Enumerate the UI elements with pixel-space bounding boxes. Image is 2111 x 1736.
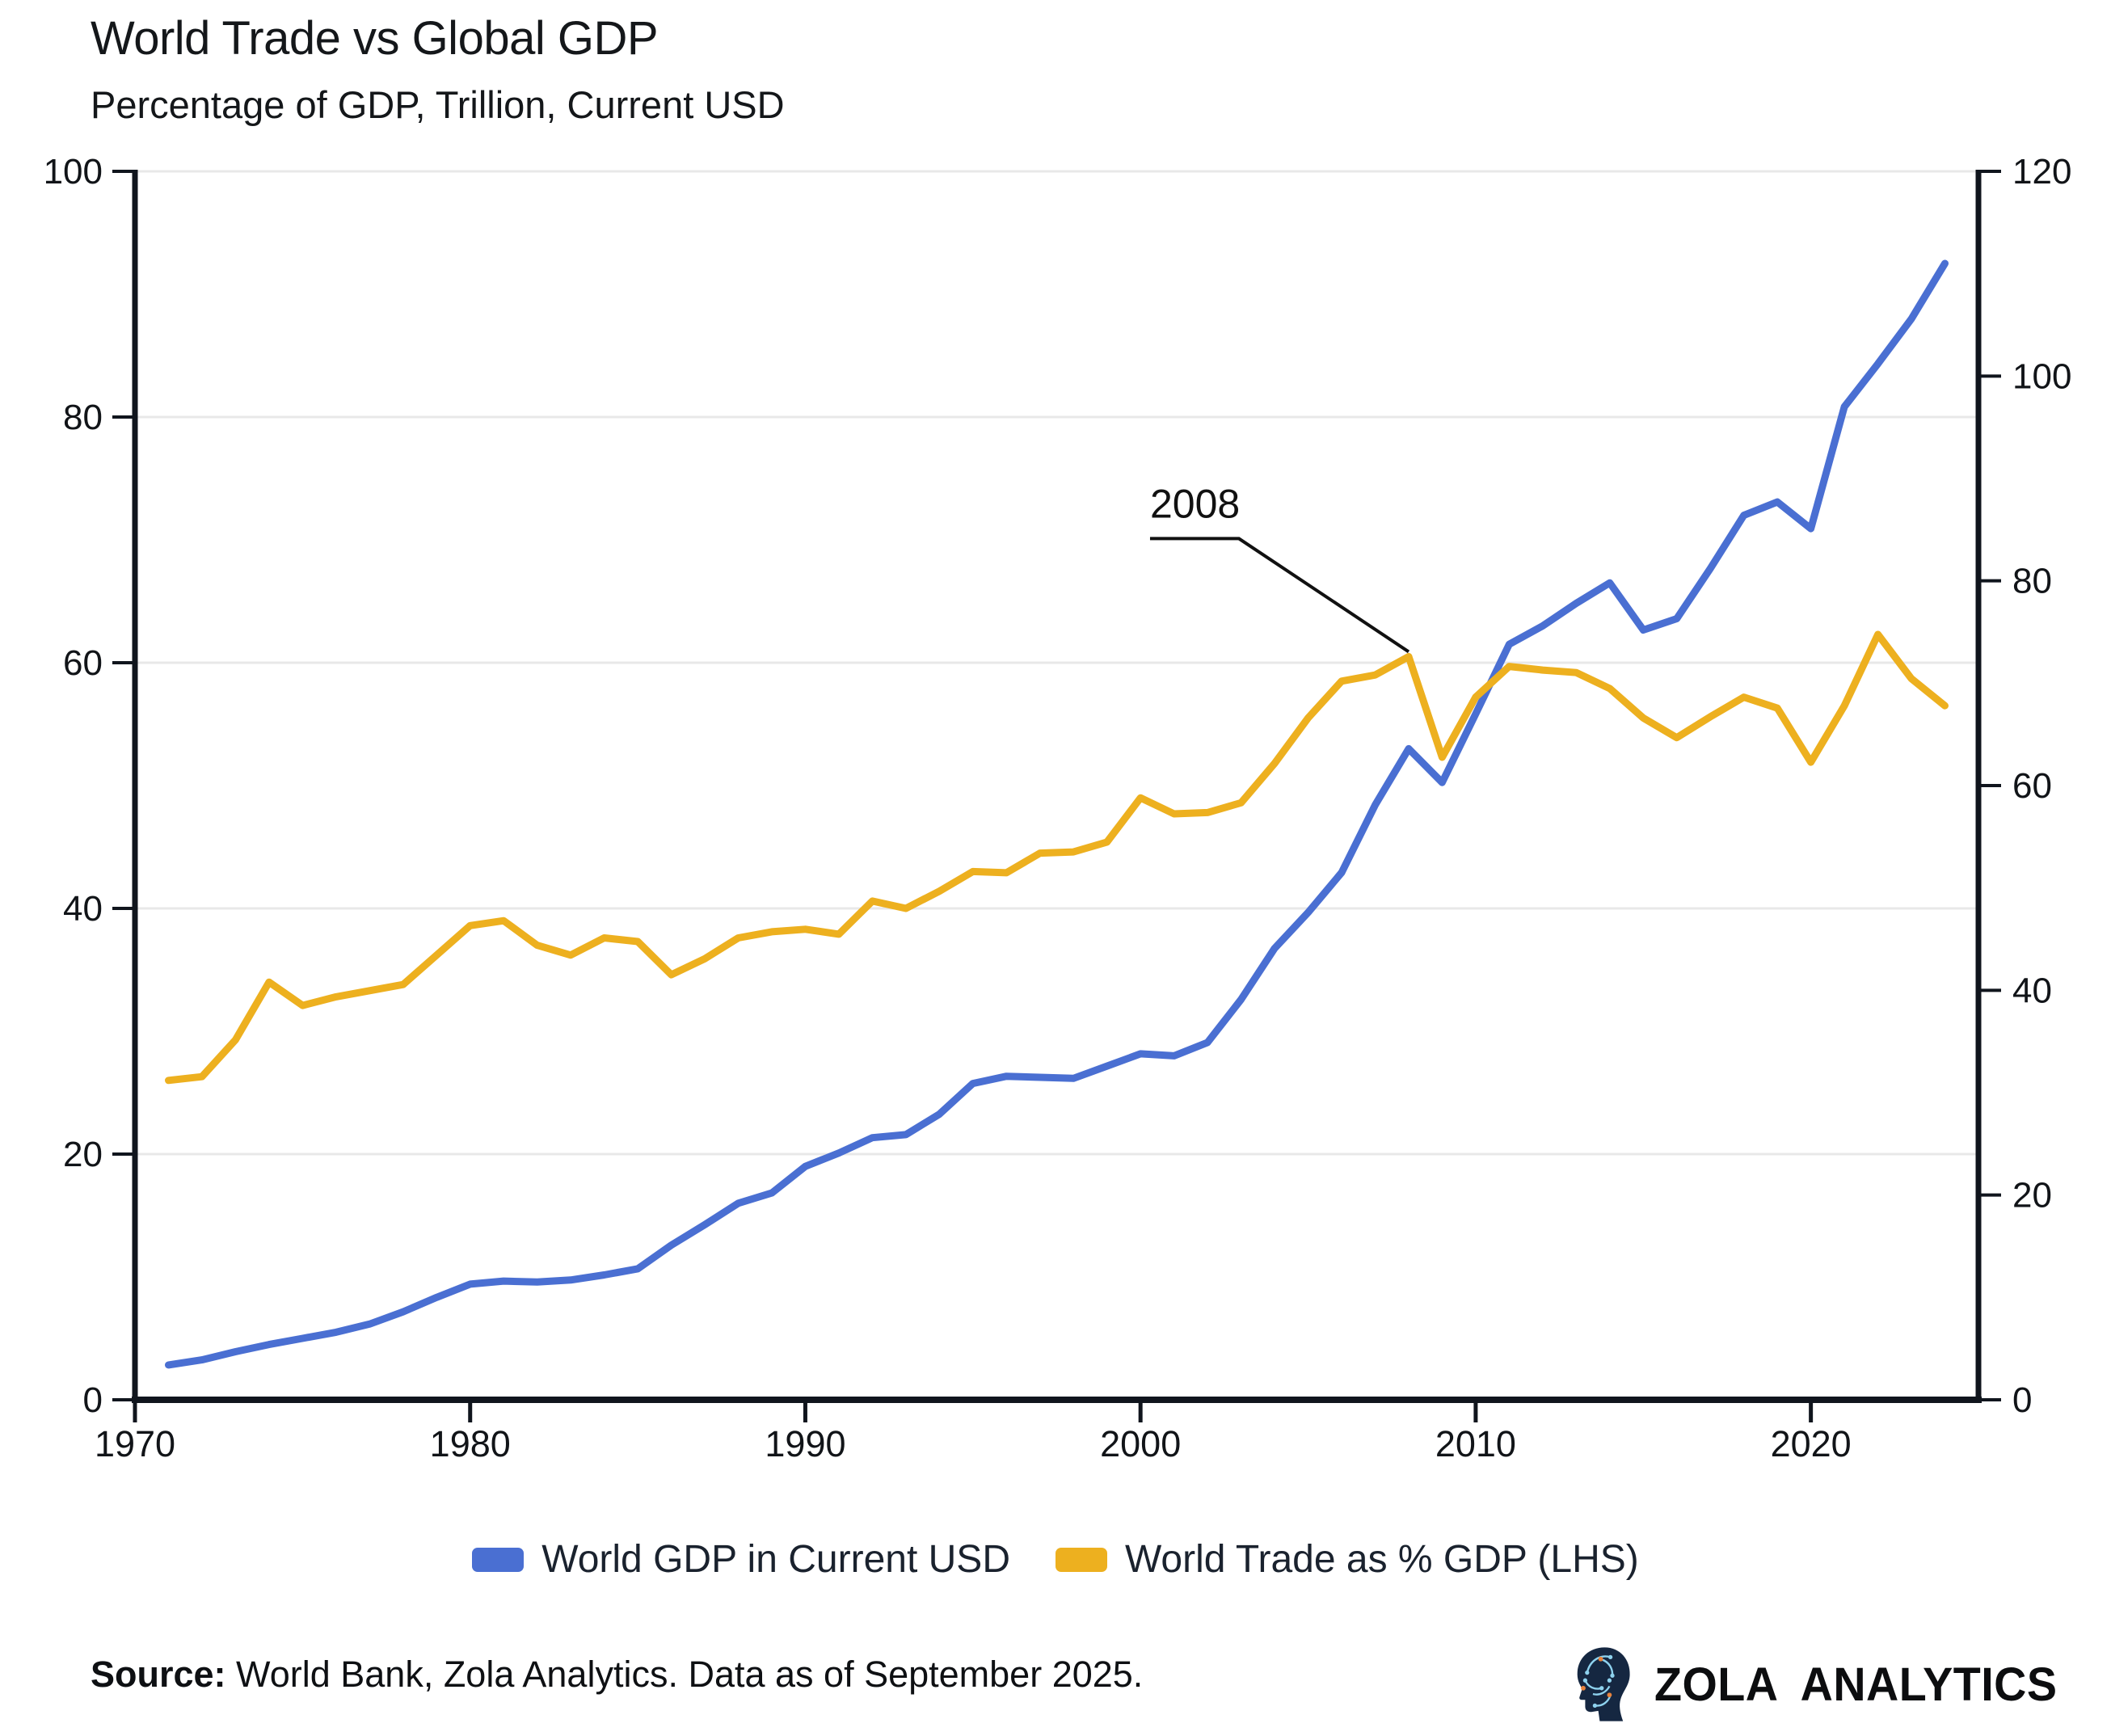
annotation-2008-leader [1149, 537, 1410, 654]
annotation-2008-label: 2008 [1150, 481, 1240, 526]
x-axis-tick-label: 1970 [95, 1423, 175, 1464]
gdp-line [165, 259, 1949, 1369]
zola-analytics-logo: ZOLA ANALYTICS [1574, 1645, 2074, 1723]
legend-item-trade: World Trade as % GDP (LHS) [1055, 1537, 1639, 1582]
right-axis-tick-label: 100 [2012, 356, 2071, 396]
legend-label-trade: World Trade as % GDP (LHS) [1124, 1538, 1639, 1581]
legend-item-gdp: World GDP in Current USD [472, 1537, 1010, 1582]
legend: World GDP in Current USD World Trade as … [0, 1537, 2111, 1582]
right-axis-tick-label: 60 [2012, 766, 2052, 806]
chart-title: World Trade vs Global GDP [91, 12, 659, 65]
x-axis-tick-label: 2020 [1771, 1423, 1852, 1464]
chart-subtitle: Percentage of GDP, Trillion, Current USD [91, 83, 785, 126]
left-axis-tick-label: 40 [63, 889, 103, 929]
left-axis-tick-label: 20 [63, 1135, 103, 1174]
source-label: Source: [91, 1654, 226, 1695]
x-axis-tick-label: 2010 [1435, 1423, 1516, 1464]
right-axis-tick-label: 40 [2012, 971, 2052, 1010]
left-axis-tick-label: 100 [44, 152, 103, 192]
legend-swatch-trade [1055, 1547, 1107, 1572]
source-text: World Bank, Zola Analytics. Data as of S… [225, 1654, 1144, 1695]
zola-head-icon [1577, 1647, 1630, 1721]
logo-text: ZOLA ANALYTICS [1654, 1658, 2058, 1711]
right-axis-tick-label: 80 [2012, 562, 2052, 601]
right-axis-tick-label: 20 [2012, 1176, 2052, 1216]
right-axis-tick-label: 0 [2012, 1380, 2032, 1420]
left-axis-tick-label: 0 [83, 1380, 103, 1420]
plot-area: 0 20 40 60 80 100 0 20 40 60 80 100 120 1970 1980 1990 2… [44, 152, 2072, 1464]
x-axis-tick-label: 2000 [1100, 1423, 1181, 1464]
left-axis-tick-label: 60 [63, 643, 103, 683]
x-axis-tick-label: 1980 [430, 1423, 511, 1464]
source-note: Source: World Bank, Zola Analytics. Data… [91, 1654, 1143, 1696]
legend-label-gdp: World GDP in Current USD [541, 1538, 1010, 1581]
trade-line [165, 630, 1949, 1085]
legend-swatch-gdp [472, 1547, 525, 1572]
right-axis-tick-label: 120 [2012, 152, 2071, 192]
x-axis-tick-label: 1990 [765, 1423, 845, 1464]
left-axis-tick-label: 80 [63, 398, 103, 437]
